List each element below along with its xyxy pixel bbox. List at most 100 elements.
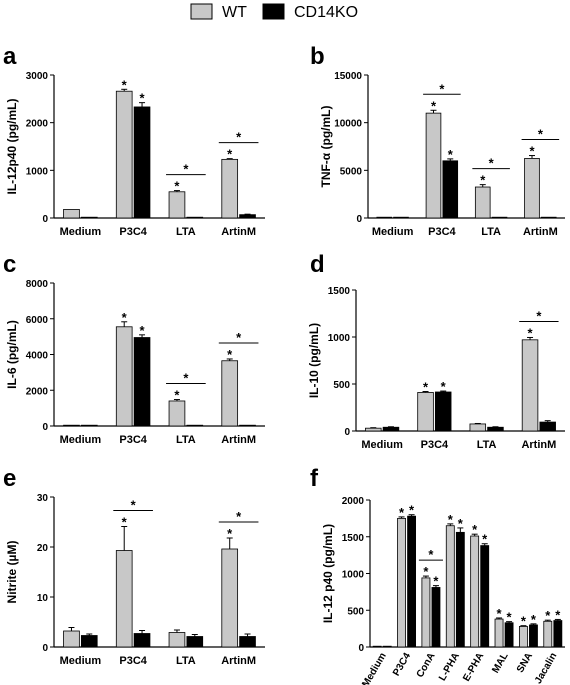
- panel-e: e Nitrite (µM) 0 10 20 30 Medium * P3C4 LTA * Artin…: [3, 465, 265, 667]
- x-tick-label: LTA: [481, 226, 501, 238]
- bar-cd14ko-e-pha: [480, 545, 490, 648]
- significance-star: *: [140, 91, 146, 106]
- significance-star: *: [399, 505, 405, 520]
- bar-cd14ko-medium: [80, 635, 98, 648]
- x-tick-label: P3C4: [391, 651, 413, 679]
- bar-wt-p3c4: [397, 517, 406, 648]
- bar-wt-lta: [168, 400, 186, 427]
- x-tick-label: ConA: [415, 651, 438, 680]
- significance-star: *: [448, 147, 454, 162]
- x-tick-label: Medium: [361, 439, 403, 451]
- significance-star: *: [423, 380, 429, 395]
- bar-wt-artinm: [221, 548, 239, 648]
- x-tick-label: P3C4: [119, 226, 147, 238]
- y-tick-label: 10: [37, 593, 49, 604]
- significance-star: *: [528, 325, 534, 340]
- y-tick-label: 2000: [342, 496, 365, 507]
- panel-letter: e: [3, 465, 16, 492]
- bar-wt-p3c4: [425, 112, 442, 219]
- significance-star: *: [531, 612, 537, 627]
- y-tick-label: 2000: [26, 119, 49, 130]
- significance-star: *: [482, 532, 488, 547]
- bar-wt-lta: [469, 423, 487, 432]
- bar-cd14ko-artinm: [539, 421, 556, 432]
- significance-star: *: [122, 77, 128, 92]
- bar-cd14ko-p3c4: [133, 337, 151, 427]
- bar-cd14ko-p3c4: [434, 391, 452, 432]
- y-axis-label: IL-12 p40 (pg/mL): [321, 524, 335, 623]
- y-tick-label: 1000: [328, 333, 351, 344]
- panel-c: cIL-6 (pg/mL)02000400060008000Medium**P3…: [3, 251, 265, 446]
- bar-cd14ko-medium: [80, 424, 98, 427]
- bar-cd14ko-lta: [186, 424, 204, 427]
- significance-star: *: [507, 610, 513, 625]
- y-tick-label: 0: [356, 214, 362, 225]
- x-tick-label: LTA: [477, 439, 497, 451]
- x-tick-label: Medium: [360, 651, 388, 685]
- comparison-star: *: [536, 308, 542, 323]
- bar-wt-p3c4: [115, 90, 133, 219]
- bar-cd14ko-artinm: [239, 424, 256, 427]
- bar-cd14ko-artinm: [239, 214, 256, 219]
- y-tick-label: 0: [42, 643, 48, 654]
- comparison-star: *: [131, 498, 137, 513]
- x-tick-label: ArtinM: [523, 226, 558, 238]
- y-tick-label: 1000: [342, 570, 365, 581]
- bar-wt-cona: [421, 577, 431, 648]
- y-tick-label: 500: [333, 380, 350, 391]
- significance-star: *: [409, 503, 415, 518]
- bar-cd14ko-medium: [393, 216, 409, 219]
- legend-swatch-wt: [190, 3, 213, 20]
- bar-cd14ko-medium: [382, 426, 400, 432]
- comparison-star: *: [183, 162, 189, 177]
- bar-cd14ko-artinm: [239, 636, 256, 648]
- bar-wt-p3c4: [115, 550, 133, 648]
- significance-star: *: [227, 526, 233, 541]
- bar-cd14ko-lta: [186, 216, 204, 219]
- significance-star: *: [441, 379, 447, 394]
- x-tick-label: L-PHA: [437, 651, 462, 683]
- bar-wt-medium: [63, 630, 80, 648]
- y-tick-label: 1500: [328, 286, 351, 297]
- bar-wt-lta: [168, 632, 186, 648]
- bar-wt-jacalin: [543, 620, 553, 648]
- y-tick-label: 3000: [26, 71, 49, 82]
- bar-cd14ko-p3c4: [407, 515, 417, 648]
- comparison-star: *: [183, 371, 189, 386]
- bar-cd14ko-p3c4: [133, 633, 151, 648]
- significance-star: *: [555, 607, 561, 622]
- panel-a: aIL-12p40 (pg/mL)0100020003000Medium**P3…: [3, 43, 265, 238]
- bar-wt-e-pha: [470, 535, 480, 648]
- x-tick-label: MAL: [490, 651, 510, 675]
- significance-star: *: [431, 98, 437, 113]
- y-tick-label: 1000: [26, 166, 49, 177]
- y-tick-label: 30: [37, 493, 49, 504]
- panel-letter: a: [3, 43, 17, 70]
- comparison-star: *: [439, 81, 445, 96]
- bar-wt-lta: [474, 186, 491, 219]
- y-tick-label: 0: [42, 214, 48, 225]
- x-tick-label: Medium: [60, 655, 102, 667]
- significance-star: *: [472, 522, 478, 537]
- significance-star: *: [423, 564, 429, 579]
- x-tick-label: ArtinM: [221, 226, 256, 238]
- x-tick-label: ArtinM: [221, 655, 256, 667]
- legend-label-cd14ko: CD14KO: [294, 4, 358, 21]
- panel-letter: b: [310, 43, 325, 70]
- legend: WT CD14KO: [190, 3, 358, 21]
- bar-wt-sna: [518, 626, 528, 648]
- significance-star: *: [545, 608, 551, 623]
- significance-star: *: [529, 144, 535, 159]
- y-tick-label: 6000: [26, 315, 49, 326]
- x-tick-label: ArtinM: [521, 439, 556, 451]
- significance-star: *: [140, 323, 146, 338]
- significance-star: *: [458, 516, 464, 531]
- bar-cd14ko-l-pha: [455, 531, 465, 648]
- panel-letter: c: [3, 251, 16, 278]
- y-tick-label: 0: [358, 643, 364, 654]
- significance-star: *: [174, 179, 180, 194]
- x-tick-label: LTA: [176, 434, 196, 446]
